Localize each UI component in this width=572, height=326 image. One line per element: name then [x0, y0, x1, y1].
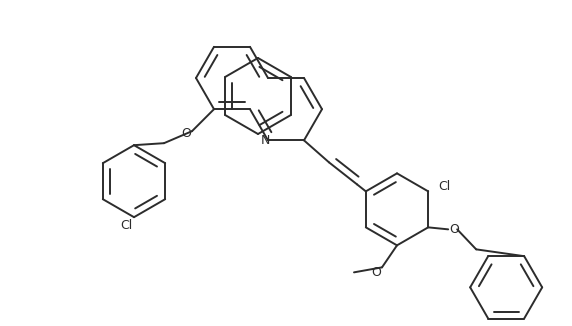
Text: O: O	[181, 127, 191, 140]
Text: Cl: Cl	[438, 180, 450, 193]
Text: N: N	[260, 134, 269, 147]
Text: O: O	[371, 266, 381, 279]
Text: Cl: Cl	[120, 219, 132, 232]
Text: O: O	[449, 223, 459, 236]
